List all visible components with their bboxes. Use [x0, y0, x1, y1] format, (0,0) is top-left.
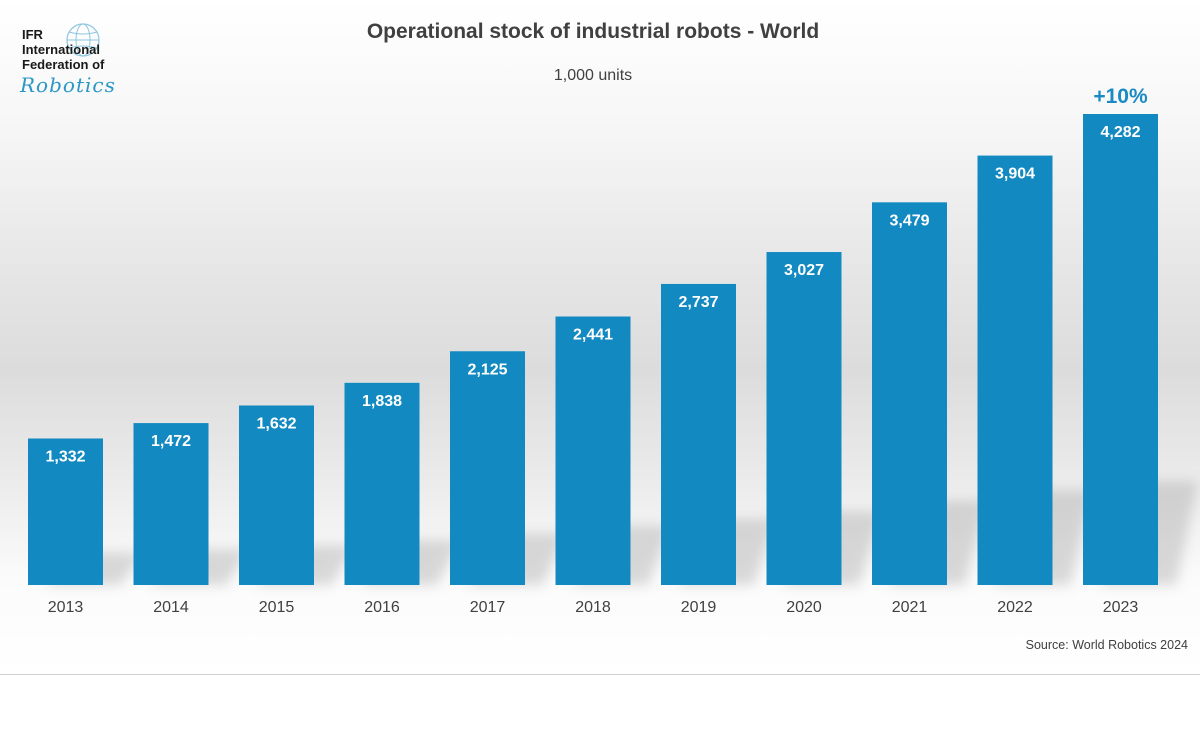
- bar-value-label: 3,479: [889, 212, 929, 229]
- bar-value-label: 1,472: [151, 433, 191, 450]
- bar-value-label: 3,027: [784, 262, 824, 279]
- x-tick-label: 2015: [259, 599, 295, 616]
- bar-2015: [239, 405, 314, 585]
- bar-2014: [133, 423, 209, 585]
- bar-value-label: 1,332: [45, 448, 85, 465]
- bar-2023: [1083, 114, 1158, 585]
- x-tick-label: 2014: [153, 599, 189, 616]
- logo-line-federation: Federation of: [22, 57, 105, 72]
- bar-2021: [872, 202, 947, 586]
- bar-2013: [28, 438, 103, 585]
- x-tick-label: 2016: [364, 599, 400, 616]
- x-tick-label: 2022: [997, 599, 1033, 616]
- bar-value-label: 2,441: [573, 327, 613, 344]
- bar-chart: 1,332 2013 1,472 2014 1,632 2015 1,838 2016 2,12…: [28, 85, 1198, 616]
- chart-subtitle: 1,000 units: [553, 67, 633, 84]
- bar-2022: [977, 155, 1053, 585]
- bar-value-label: 3,904: [995, 166, 1035, 183]
- bar-value-label: 4,282: [1100, 124, 1140, 141]
- x-tick-label: 2023: [1103, 599, 1139, 616]
- globe-icon: [66, 23, 100, 57]
- bar-2016: [344, 382, 420, 585]
- bar-value-label: 1,632: [256, 415, 296, 432]
- x-tick-label: 2013: [48, 599, 84, 616]
- bar-value-label: 2,125: [467, 361, 507, 378]
- x-tick-label: 2021: [892, 599, 928, 616]
- ifr-logo: IFR International Federation of Robotics: [20, 22, 140, 102]
- bar-2020: [766, 252, 842, 586]
- x-tick-label: 2018: [575, 599, 611, 616]
- bar-2018: [555, 316, 631, 585]
- source-note: Source: World Robotics 2024: [1025, 638, 1188, 652]
- bar-2019: [661, 283, 736, 585]
- chart-title: Operational stock of industrial robots -…: [366, 20, 820, 43]
- x-tick-label: 2017: [470, 599, 506, 616]
- growth-annotation: +10%: [1093, 85, 1148, 108]
- x-tick-label: 2020: [786, 599, 822, 616]
- logo-abbrev: IFR: [22, 27, 43, 42]
- logo-script-robotics: Robotics: [20, 73, 116, 97]
- bar-2017: [450, 351, 525, 585]
- logo-line-international: International: [22, 42, 101, 57]
- bar-value-label: 1,838: [362, 393, 402, 410]
- x-tick-label: 2019: [681, 599, 717, 616]
- bar-value-label: 2,737: [678, 294, 718, 311]
